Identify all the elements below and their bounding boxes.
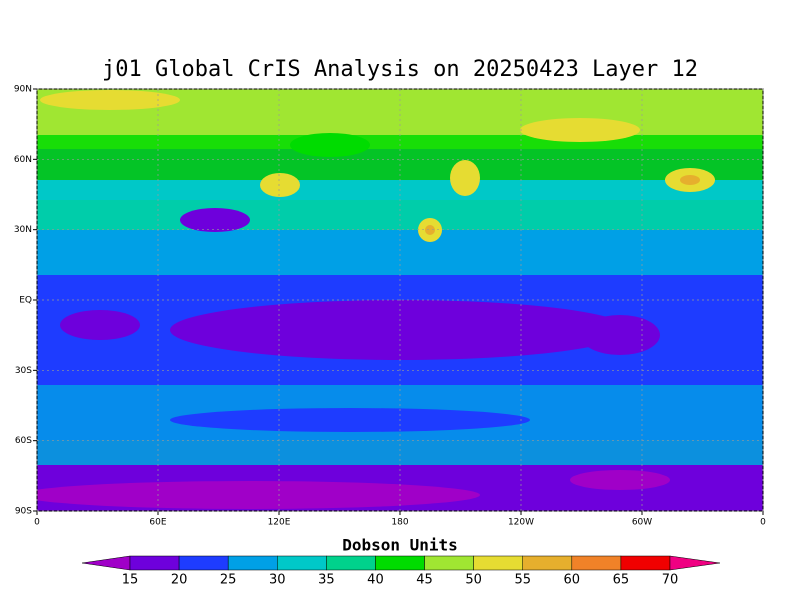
colorbar-tick-label: 35 bbox=[318, 573, 335, 588]
ozone-field bbox=[37, 89, 763, 511]
colorbar-box bbox=[277, 555, 327, 571]
y-tick-label: 90N bbox=[14, 85, 32, 95]
colorbar-box bbox=[473, 555, 523, 571]
x-tick-label: 180 bbox=[391, 518, 408, 528]
colorbar-above bbox=[669, 555, 721, 571]
colorbar-box bbox=[227, 555, 278, 571]
colorbar-tick-label: 25 bbox=[220, 573, 237, 588]
colorbar-tick-label: 45 bbox=[416, 573, 433, 588]
x-tick-label: 120E bbox=[268, 518, 291, 528]
map-title: j01 Global CrIS Analysis on 20250423 Lay… bbox=[102, 57, 698, 82]
colorbar-tick-label: 70 bbox=[662, 573, 679, 588]
colorbar-box bbox=[129, 555, 180, 571]
y-tick-label: 60S bbox=[15, 436, 32, 446]
colorbar-box bbox=[375, 555, 425, 571]
colorbar-tick-label: 50 bbox=[465, 573, 482, 588]
x-tick-label: 0 bbox=[34, 518, 40, 528]
y-tick-label: 90S bbox=[15, 507, 32, 517]
y-tick-label: 60N bbox=[14, 155, 32, 165]
colorbar-box bbox=[326, 555, 376, 571]
y-tick-label: 30N bbox=[14, 225, 32, 235]
colorbar-tick-label: 55 bbox=[514, 573, 531, 588]
colorbar-box bbox=[620, 555, 671, 571]
colorbar-box bbox=[424, 555, 474, 571]
colorbar-tick-label: 30 bbox=[269, 573, 286, 588]
colorbar-below bbox=[81, 555, 131, 571]
x-tick-label: 120W bbox=[508, 518, 534, 528]
x-tick-label: 0 bbox=[760, 518, 766, 528]
colorbar-tick-label: 15 bbox=[122, 573, 139, 588]
colorbar-box bbox=[522, 555, 573, 571]
colorbar-tick-label: 20 bbox=[171, 573, 188, 588]
x-tick-label: 60W bbox=[632, 518, 652, 528]
x-tick-label: 60E bbox=[149, 518, 166, 528]
colorbar-tick-label: 40 bbox=[367, 573, 384, 588]
y-tick-label: EQ bbox=[19, 296, 32, 306]
y-tick-label: 30S bbox=[15, 366, 32, 376]
colorbar-tick-label: 60 bbox=[564, 573, 581, 588]
colorbar-title: Dobson Units bbox=[342, 536, 458, 555]
colorbar-tick-label: 65 bbox=[613, 573, 630, 588]
colorbar-box bbox=[178, 555, 229, 571]
colorbar-box bbox=[571, 555, 622, 571]
